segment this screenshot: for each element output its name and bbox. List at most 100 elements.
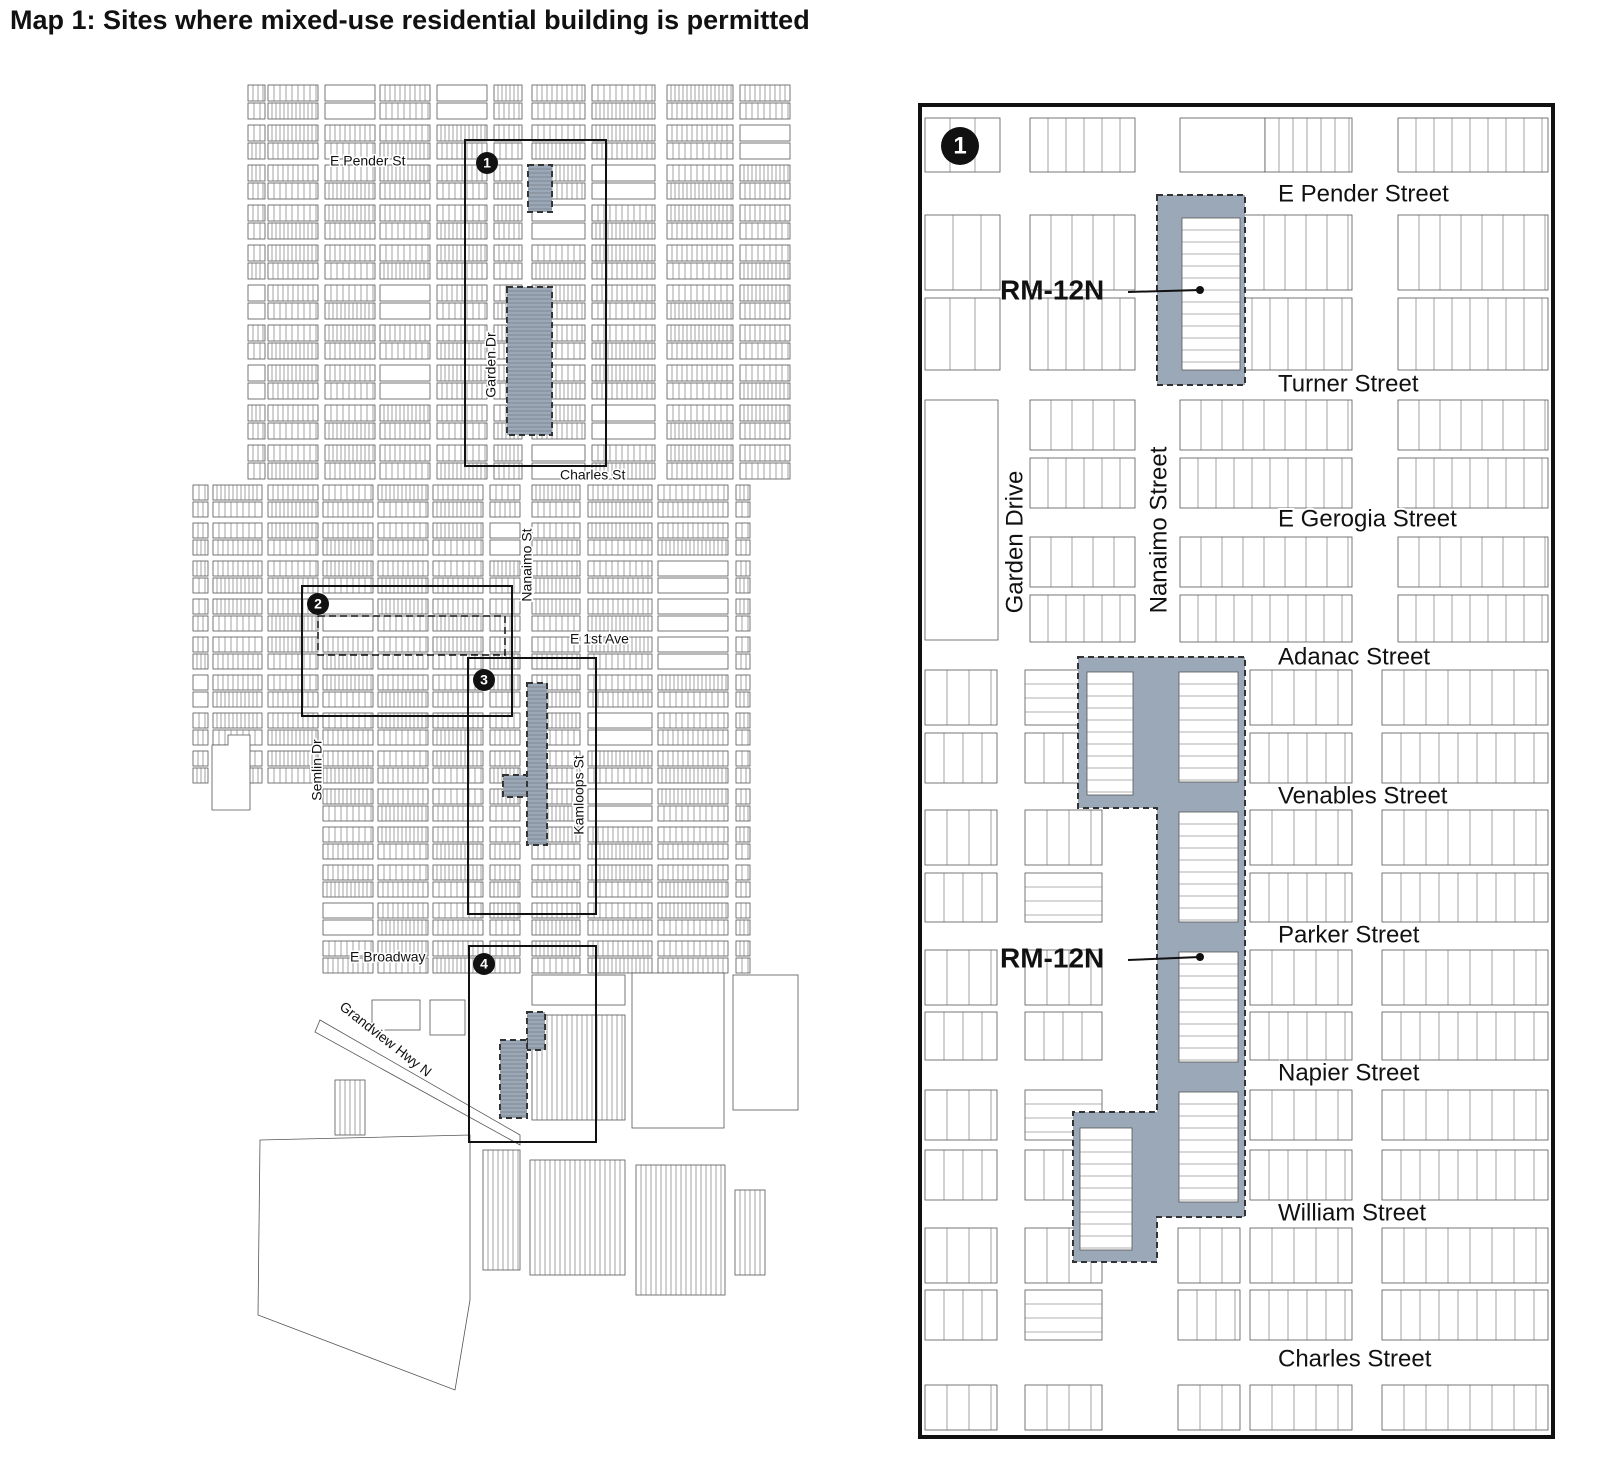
street-label: Adanac Street — [1278, 643, 1430, 670]
block — [666, 142, 734, 160]
block — [635, 1164, 726, 1296]
block — [657, 805, 729, 822]
block — [1029, 297, 1136, 371]
block — [666, 382, 734, 400]
block — [212, 712, 263, 729]
block — [267, 84, 319, 102]
block — [924, 809, 998, 866]
parcel — [211, 734, 251, 811]
block — [657, 767, 729, 784]
block — [1249, 1011, 1353, 1061]
block — [587, 691, 653, 708]
block — [493, 164, 523, 182]
street-label: William Street — [1278, 1199, 1426, 1226]
block — [1024, 872, 1103, 923]
block — [924, 214, 1001, 291]
block — [247, 342, 266, 360]
block — [247, 364, 266, 382]
block — [735, 843, 751, 860]
block — [739, 244, 791, 262]
block — [212, 577, 263, 594]
block — [247, 262, 266, 280]
street-label: Turner Street — [1278, 370, 1419, 397]
block — [666, 302, 734, 320]
block — [1381, 1289, 1549, 1341]
block — [212, 636, 263, 653]
block — [1381, 1384, 1549, 1431]
block — [591, 182, 656, 200]
block — [324, 164, 376, 182]
block — [247, 222, 266, 240]
block — [739, 142, 791, 160]
block — [1179, 536, 1353, 588]
block — [591, 262, 656, 280]
block — [591, 124, 656, 142]
block — [1029, 536, 1136, 588]
block — [735, 539, 751, 556]
block — [657, 881, 729, 898]
block — [247, 102, 266, 120]
block — [247, 204, 266, 222]
block — [436, 204, 488, 222]
block — [212, 560, 263, 577]
block — [436, 422, 488, 440]
area-number: 3 — [480, 672, 488, 688]
block — [735, 560, 751, 577]
block — [1024, 949, 1103, 1006]
block — [1249, 872, 1353, 923]
block — [322, 805, 374, 822]
block — [322, 940, 374, 957]
block — [429, 999, 466, 1036]
block — [735, 767, 751, 784]
block — [666, 164, 734, 182]
block — [657, 636, 729, 653]
block — [1179, 399, 1353, 451]
block — [432, 615, 484, 632]
block — [739, 404, 791, 422]
block — [1181, 217, 1241, 371]
block — [432, 767, 484, 784]
area-marker — [476, 152, 498, 174]
block — [324, 284, 376, 302]
block — [531, 881, 581, 898]
block — [1029, 594, 1136, 643]
block — [267, 124, 319, 142]
block — [436, 302, 488, 320]
block — [526, 1011, 546, 1051]
area-number: 2 — [314, 596, 322, 612]
block — [1177, 1384, 1241, 1431]
block — [379, 262, 431, 280]
block — [531, 444, 586, 462]
block — [1249, 732, 1353, 784]
block — [735, 940, 751, 957]
block — [322, 691, 374, 708]
block — [324, 262, 376, 280]
block — [666, 182, 734, 200]
block — [322, 653, 374, 670]
block — [247, 244, 266, 262]
block — [1381, 1227, 1549, 1284]
block — [1249, 1089, 1353, 1141]
block — [531, 1014, 626, 1121]
block — [587, 560, 653, 577]
block — [666, 342, 734, 360]
block — [322, 902, 374, 919]
block — [379, 124, 431, 142]
block — [1024, 1011, 1103, 1061]
block — [432, 902, 484, 919]
block — [436, 102, 488, 120]
block — [657, 674, 729, 691]
block — [531, 539, 581, 556]
block — [531, 102, 586, 120]
block — [924, 297, 1001, 371]
block — [591, 164, 656, 182]
block — [735, 691, 751, 708]
large-parcel — [257, 1134, 471, 1391]
street-label: Charles Street — [1278, 1345, 1432, 1372]
block — [267, 422, 319, 440]
block — [377, 501, 429, 518]
block — [322, 767, 374, 784]
block — [192, 674, 209, 691]
block — [735, 522, 751, 539]
street-label: E Pender Street — [1278, 180, 1449, 207]
